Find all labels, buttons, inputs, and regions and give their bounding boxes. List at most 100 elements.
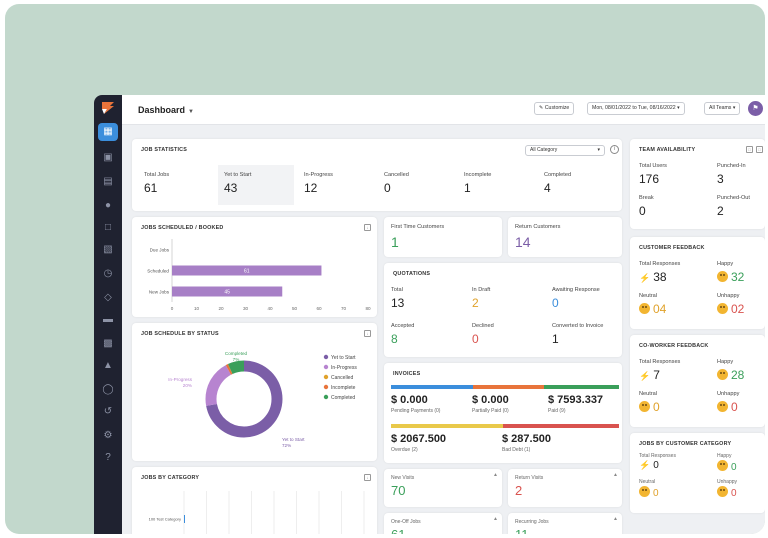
avatar[interactable]: ⚑ — [748, 101, 763, 116]
download-icon[interactable]: ↓ — [364, 224, 371, 231]
card-title: JOBS BY CUSTOMER CATEGORY — [639, 441, 732, 447]
teams-label: All Teams — [709, 105, 732, 111]
invoice-progress-bar — [391, 385, 619, 389]
invoice-label: Partially Paid (0) — [472, 408, 509, 414]
metric-label: Return Customers — [515, 224, 561, 230]
feedback-label: Happy — [717, 359, 734, 365]
annotation-value: 7% — [233, 357, 240, 362]
chevron-down-icon: ▾ — [677, 105, 680, 111]
invoice-bar-segment — [502, 424, 619, 428]
stat-value: 12 — [304, 181, 318, 195]
feedback-happy: 32 — [717, 270, 744, 284]
copy-icon[interactable]: ▩ — [103, 338, 113, 349]
x-tick-label: 20 — [218, 306, 224, 311]
invoice-bar-segment — [473, 385, 544, 389]
stat-label: Cancelled — [384, 172, 409, 178]
team-stat-label: Break — [639, 195, 654, 201]
card-title: CO-WORKER FEEDBACK — [639, 343, 709, 349]
card-title: JOBS BY CATEGORY — [141, 475, 200, 481]
copy-icon[interactable]: □ — [756, 146, 763, 153]
job-schedule-status-card: JOB SCHEDULE BY STATUS ↓ Yet to Start 72%… — [132, 323, 377, 461]
date-range-picker[interactable]: Mon, 08/01/2022 to Tue, 08/16/2022 ▾ — [587, 102, 685, 115]
x-tick-label: 80 — [365, 306, 371, 311]
card-title: JOB STATISTICS — [141, 147, 188, 153]
visit-value: 70 — [391, 483, 406, 498]
x-tick-label: 70 — [341, 306, 347, 311]
bar — [184, 515, 185, 523]
stat-value: 4 — [544, 181, 551, 195]
category-label: 100 Test Category — [149, 517, 181, 522]
feedback-label: Happy — [717, 453, 732, 459]
team-stat-label: Total Users — [639, 163, 667, 169]
document-icon[interactable]: □ — [104, 222, 112, 233]
settings-icon[interactable]: ⚙ — [103, 430, 113, 441]
clock-icon[interactable]: ◷ — [103, 268, 113, 279]
teams-dropdown[interactable]: All Teams ▾ — [704, 102, 741, 115]
calendar-icon[interactable]: ▤ — [103, 176, 113, 187]
invoice-progress-bar — [391, 424, 619, 428]
info-icon[interactable]: i — [610, 145, 619, 154]
card-title: QUOTATIONS — [393, 271, 431, 277]
legend-marker — [323, 354, 329, 360]
feedback-label: Total Responses — [639, 453, 676, 459]
quote-label: Total — [391, 287, 403, 293]
happy-face-icon — [717, 271, 728, 282]
expand-icon[interactable]: ▲ — [613, 516, 618, 522]
category-label: Due Jobs — [150, 248, 170, 253]
feedback-label: Unhappy — [717, 479, 738, 485]
bolt-icon: ⚡ — [639, 371, 651, 381]
bell-icon[interactable]: ◯ — [102, 384, 114, 395]
expand-icon[interactable]: ▲ — [493, 472, 498, 478]
quote-label: In Draft — [472, 287, 491, 293]
expand-icon[interactable]: ▲ — [493, 516, 498, 522]
quote-value: 2 — [472, 296, 479, 310]
card-icon[interactable]: ▬ — [103, 314, 113, 325]
x-tick-label: 0 — [171, 306, 174, 311]
stat-label: Incomplete — [464, 172, 492, 178]
chevron-down-icon: ▾ — [732, 105, 736, 111]
feedback-unhappy: 0 — [717, 486, 737, 499]
jobs-by-category-chart: 100 Test Category — [149, 491, 365, 534]
category-label: All Category — [530, 147, 558, 153]
tag-icon[interactable]: ◇ — [104, 292, 112, 303]
download-icon[interactable]: ↓ — [364, 474, 371, 481]
feedback-neutral: 0 — [639, 400, 660, 414]
visit-label: Recurring Jobs — [515, 519, 549, 525]
quote-label: Awaiting Response — [552, 287, 600, 293]
card-title: JOBS SCHEDULED / BOOKED — [141, 225, 224, 231]
happy-face-icon — [717, 369, 728, 380]
stat-label: In-Progress — [304, 172, 333, 178]
team-icon[interactable]: ▲ — [103, 360, 113, 371]
people-icon[interactable]: ● — [104, 200, 112, 211]
annotation-value: 20% — [183, 383, 192, 388]
category-select[interactable]: All Category ▾ — [525, 145, 605, 156]
dashboard-icon[interactable]: ▦ — [98, 123, 118, 141]
expand-icon[interactable]: ▲ — [613, 472, 618, 478]
job-status-donut-chart: Yet to Start72%In-Progress20%Completed7%… — [168, 351, 357, 448]
feedback-label: Neutral — [639, 479, 656, 485]
bolt-icon: ⚡ — [639, 460, 651, 470]
unhappy-face-icon — [717, 401, 728, 412]
jobs-by-customer-category-card: JOBS BY CUSTOMER CATEGORY Total Response… — [630, 433, 765, 513]
help-icon[interactable]: ? — [105, 452, 111, 463]
customize-button[interactable]: ✎ Customize — [534, 102, 575, 115]
legend-label: Completed — [331, 395, 355, 401]
print-icon[interactable]: □ — [746, 146, 753, 153]
invoice-icon[interactable]: ▧ — [103, 244, 113, 255]
stat-value: 61 — [144, 181, 158, 195]
page-title[interactable]: Dashboard ▼ — [138, 105, 194, 115]
history-icon[interactable]: ↺ — [103, 406, 113, 417]
metric-value: 1 — [391, 234, 399, 250]
download-icon[interactable]: ↓ — [364, 330, 371, 337]
legend-label: Cancelled — [331, 375, 353, 381]
visit-label: New Visits — [391, 475, 415, 481]
team-stat-label: Punched-Out — [717, 195, 750, 201]
feedback-neutral: 04 — [639, 302, 666, 316]
data-label: 61 — [244, 269, 250, 275]
annotation-label: Completed — [225, 351, 248, 356]
stat-label: Completed — [544, 172, 572, 178]
invoice-label: Bad Debt (1) — [502, 447, 531, 453]
first-time-customers-card: First Time Customers 1 — [384, 217, 502, 257]
sidebar: ▦ ▣ ▤ ● □ ▧ ◷ ◇ ▬ ▩ ▲ ◯ ↺ ⚙ ? — [94, 95, 122, 534]
briefcase-icon[interactable]: ▣ — [103, 152, 113, 163]
